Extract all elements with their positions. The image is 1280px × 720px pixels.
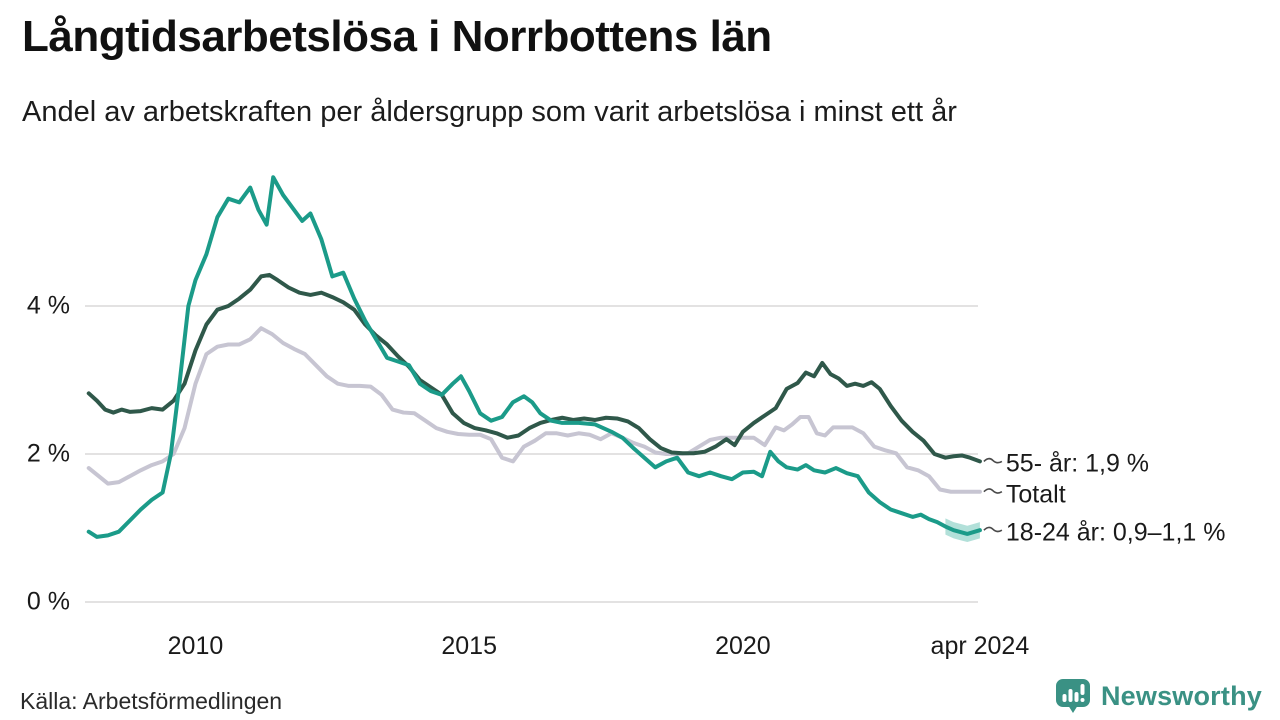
x-tick-label: 2020 [715,632,771,660]
series-annotation: Totalt [1005,480,1066,509]
annotation-connector [983,526,1003,533]
newsworthy-pin-icon [1055,679,1090,713]
annotation-connector [983,457,1003,464]
series-annotation: 55- år: 1,9 % [1005,449,1150,478]
annotation-connector [983,488,1003,494]
series-annotation: 18-24 år: 0,9–1,1 % [1005,518,1226,547]
uncertainty-band [945,518,980,543]
y-tick-label: 0 % [26,587,70,616]
newsworthy-logo: Newsworthy [1053,676,1262,716]
y-tick-label: 4 % [26,291,70,320]
series-line-totalt [86,326,982,494]
x-tick-label: 2010 [167,632,224,660]
source-note: Källa: Arbetsförmedlingen [20,688,283,714]
x-tick-label: 2015 [441,632,497,660]
newsworthy-wordmark: Newsworthy [1100,680,1262,711]
page-title: Långtidsarbetslösa i Norrbottens län [22,12,772,61]
x-tick-label: apr 2024 [930,632,1030,660]
series-line-18-24-år [86,175,982,539]
y-tick-label: 2 % [26,439,70,468]
bar-chart-glyph [1062,684,1085,702]
chart-subtitle: Andel av arbetskraften per åldersgrupp s… [22,96,957,128]
series-line-55-år [86,272,982,464]
